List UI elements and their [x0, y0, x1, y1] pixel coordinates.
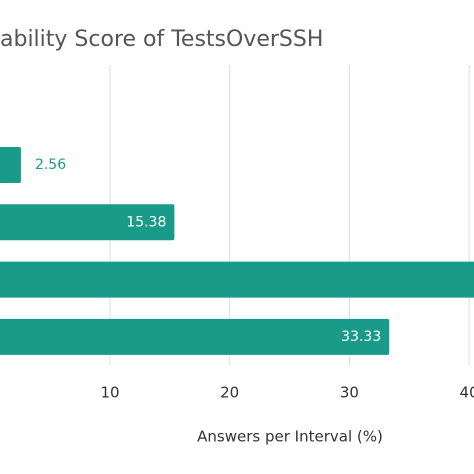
bar	[0, 261, 474, 298]
x-tick-label: 30	[340, 384, 359, 402]
bar	[0, 318, 390, 355]
bar	[0, 204, 175, 241]
x-tick-label: 20	[220, 384, 239, 402]
value-label: 15.38	[126, 214, 166, 230]
x-tick-label: 10	[100, 384, 119, 402]
x-axis-label: Answers per Interval (%)	[197, 428, 383, 446]
chart-title: ability Score of TestsOverSSH	[0, 27, 323, 52]
x-tick-label: 40	[460, 384, 474, 402]
value-label: 33.33	[341, 329, 381, 345]
bar	[0, 147, 21, 183]
value-label: 2.56	[35, 157, 66, 173]
